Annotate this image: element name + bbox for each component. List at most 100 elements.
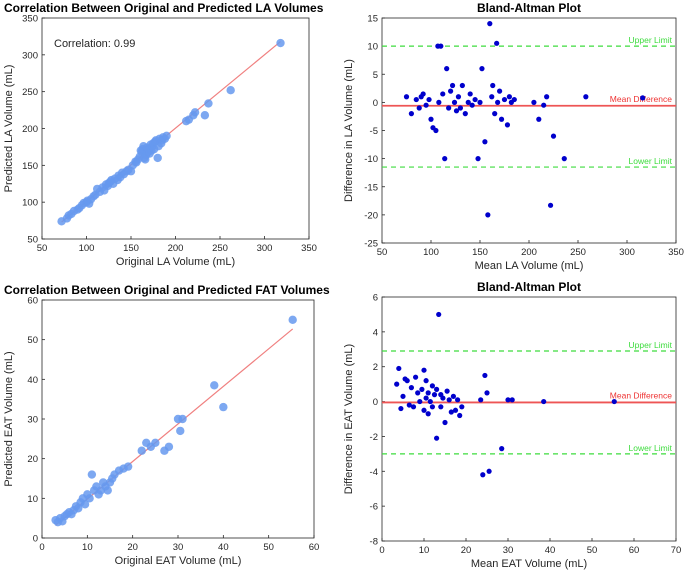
x-tick-label: 150 [472,247,488,258]
data-point [408,111,414,117]
x-tick-label: 350 [301,243,317,254]
data-point [505,397,511,403]
x-axis-label: Original LA Volume (mL) [116,256,235,268]
data-point [438,404,444,410]
y-axis-label: Predicted LA Volume (mL) [3,65,15,193]
x-tick-label: 200 [521,247,537,258]
data-point [455,397,461,403]
data-point [475,156,481,162]
data-point [583,94,589,100]
x-axis-label: Mean EAT Volume (mL) [471,558,587,570]
data-point [164,442,174,451]
data-point [190,108,200,117]
x-tick-label: 50 [37,243,48,254]
x-tick-label: 150 [123,243,139,254]
data-point [446,105,452,111]
chart-title: Correlation Between Original and Predict… [4,1,324,15]
data-point [123,462,133,471]
data-point [479,66,485,72]
correlation-annotation: Correlation: 0.99 [54,38,135,50]
data-point [451,99,458,105]
data-point [450,393,456,399]
x-tick-label: 250 [570,247,586,258]
chart-title: Bland-Altman Plot [477,280,581,294]
data-point [176,426,185,436]
data-point [472,96,478,103]
x-tick-label: 30 [503,545,514,556]
data-point [497,88,503,94]
y-tick-label: 100 [22,198,38,209]
data-point [440,91,446,97]
data-point [425,411,431,417]
chart-title: Bland-Altman Plot [477,1,581,15]
data-point [436,311,442,318]
data-point [442,419,448,426]
y-tick-label: 300 [22,50,38,61]
data-point [410,404,417,410]
data-point [434,386,440,392]
y-tick-label: -8 [370,537,378,548]
lower-limit-label: Lower Limit [629,443,673,453]
data-point [448,88,454,94]
data-point [429,383,435,389]
x-tick-label: 10 [82,542,93,553]
x-tick-label: 200 [168,243,184,254]
data-point [394,381,400,387]
data-point [640,95,646,101]
y-tick-label: 5 [373,70,378,81]
la-correlation-plot: Correlation Between Original and Predict… [3,1,324,268]
data-point [487,21,493,27]
data-point [423,378,429,384]
data-point [403,94,410,100]
data-point [485,212,491,218]
data-point [511,96,517,103]
data-point [226,85,235,95]
y-tick-label: 15 [367,14,378,25]
mean-difference-label: Mean Difference [610,390,672,400]
data-point [457,105,463,111]
data-point [204,99,213,108]
data-point [477,99,483,105]
y-axis-label: Difference in LA Volume (mL) [343,59,355,202]
data-point [547,202,554,208]
x-tick-label: 20 [461,545,472,556]
data-point [504,122,511,128]
y-tick-label: -25 [364,239,378,250]
data-point [415,390,421,396]
data-point [413,374,419,380]
data-point [413,96,419,103]
y-tick-label: 10 [367,42,378,53]
y-tick-label: -20 [364,210,378,221]
data-point [162,131,171,141]
data-point [444,388,450,394]
x-tick-label: 40 [545,545,556,556]
y-tick-label: 200 [22,124,38,135]
data-point [151,438,160,447]
x-axis-label: Mean LA Volume (mL) [475,260,584,272]
data-point [421,367,427,373]
axes-box [381,296,677,542]
x-tick-label: 50 [587,545,598,556]
x-tick-label: 350 [668,247,684,258]
y-tick-label: 4 [373,327,378,338]
y-tick-label: 40 [27,375,38,386]
data-point [506,94,512,100]
data-point [442,156,448,162]
data-point [80,500,90,509]
data-point [536,116,542,122]
y-tick-label: 10 [27,494,38,505]
data-point [480,472,486,478]
x-tick-label: 10 [419,545,430,556]
data-point [455,94,462,100]
data-point [404,378,410,384]
data-point [406,402,412,408]
data-point [453,108,460,114]
data-point [210,381,219,390]
data-point [478,397,484,403]
data-point [436,99,442,105]
upper-limit-label: Upper Limit [629,35,673,45]
y-tick-label: 20 [27,454,38,465]
y-tick-label: -2 [370,432,378,443]
